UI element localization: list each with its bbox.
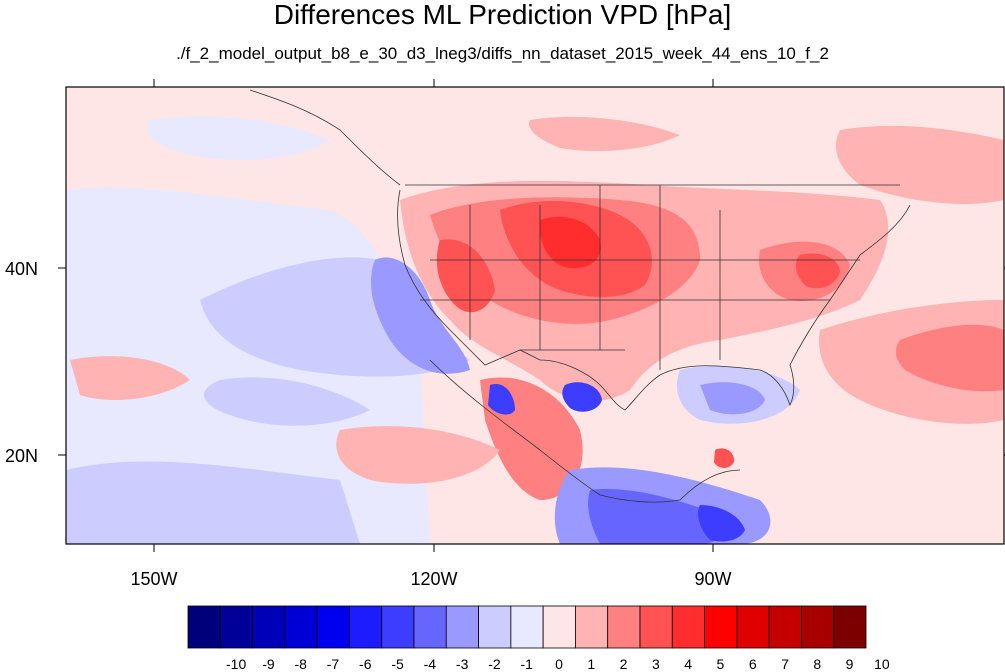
colorbar-swatch (316, 605, 350, 649)
colorbar-label: -8 (294, 656, 307, 672)
colorbar-label: 9 (846, 656, 854, 672)
colorbar-label: -10 (226, 656, 246, 672)
colorbar-label: 7 (781, 656, 789, 672)
colorbar-label: 4 (684, 656, 692, 672)
colorbar: -10 -9 -8 -7 -6 -5 -4 -3 -2 -1 0 1 2 3 4 5 6 7 8 9 10 (187, 605, 890, 672)
colorbar-label: -6 (359, 656, 372, 672)
colorbar-swatch (381, 605, 415, 649)
colorbar-swatch (801, 605, 835, 649)
colorbar-swatch (413, 605, 447, 649)
map-plot-area (65, 86, 1005, 545)
colorbar-label: 0 (555, 656, 563, 672)
colorbar-swatch (833, 605, 867, 649)
colorbar-swatch (284, 605, 318, 649)
colorbar-swatch (349, 605, 383, 649)
lon-label-150w: 150W (130, 569, 177, 589)
colorbar-swatch (607, 605, 641, 649)
colorbar-swatch (510, 605, 544, 649)
colorbar-label: -5 (391, 656, 404, 672)
map-title: Differences ML Prediction VPD [hPa] (273, 0, 732, 30)
lon-label-120w: 120W (410, 569, 457, 589)
axis-ticks (58, 79, 1005, 552)
colorbar-label: 10 (874, 656, 890, 672)
map-subtitle: ./f_2_model_output_b8_e_30_d3_lneg3/diff… (176, 44, 829, 63)
colorbar-swatch (704, 605, 738, 649)
colorbar-swatch (671, 605, 705, 649)
colorbar-label: -9 (262, 656, 275, 672)
colorbar-label: 1 (587, 656, 595, 672)
colorbar-swatch (575, 605, 609, 649)
lon-label-90w: 90W (694, 569, 731, 589)
colorbar-label: 8 (813, 656, 821, 672)
colorbar-label: -7 (327, 656, 340, 672)
colorbar-label: 2 (620, 656, 628, 672)
colorbar-label: 3 (652, 656, 660, 672)
colorbar-swatch (187, 605, 221, 649)
colorbar-label: -4 (424, 656, 437, 672)
colorbar-swatch (445, 605, 479, 649)
colorbar-label: -1 (520, 656, 533, 672)
colorbar-swatch (639, 605, 673, 649)
colorbar-swatch (478, 605, 512, 649)
colorbar-label: -3 (456, 656, 469, 672)
lat-label-20n: 20N (5, 446, 38, 466)
colorbar-swatch (219, 605, 253, 649)
colorbar-swatch (542, 605, 576, 649)
colorbar-label: 6 (749, 656, 757, 672)
vpd-difference-field (66, 87, 1004, 544)
colorbar-label: 5 (717, 656, 725, 672)
colorbar-label: -2 (488, 656, 501, 672)
lat-label-40n: 40N (5, 259, 38, 279)
colorbar-swatch (252, 605, 286, 649)
colorbar-swatch (768, 605, 802, 649)
colorbar-swatch (736, 605, 770, 649)
